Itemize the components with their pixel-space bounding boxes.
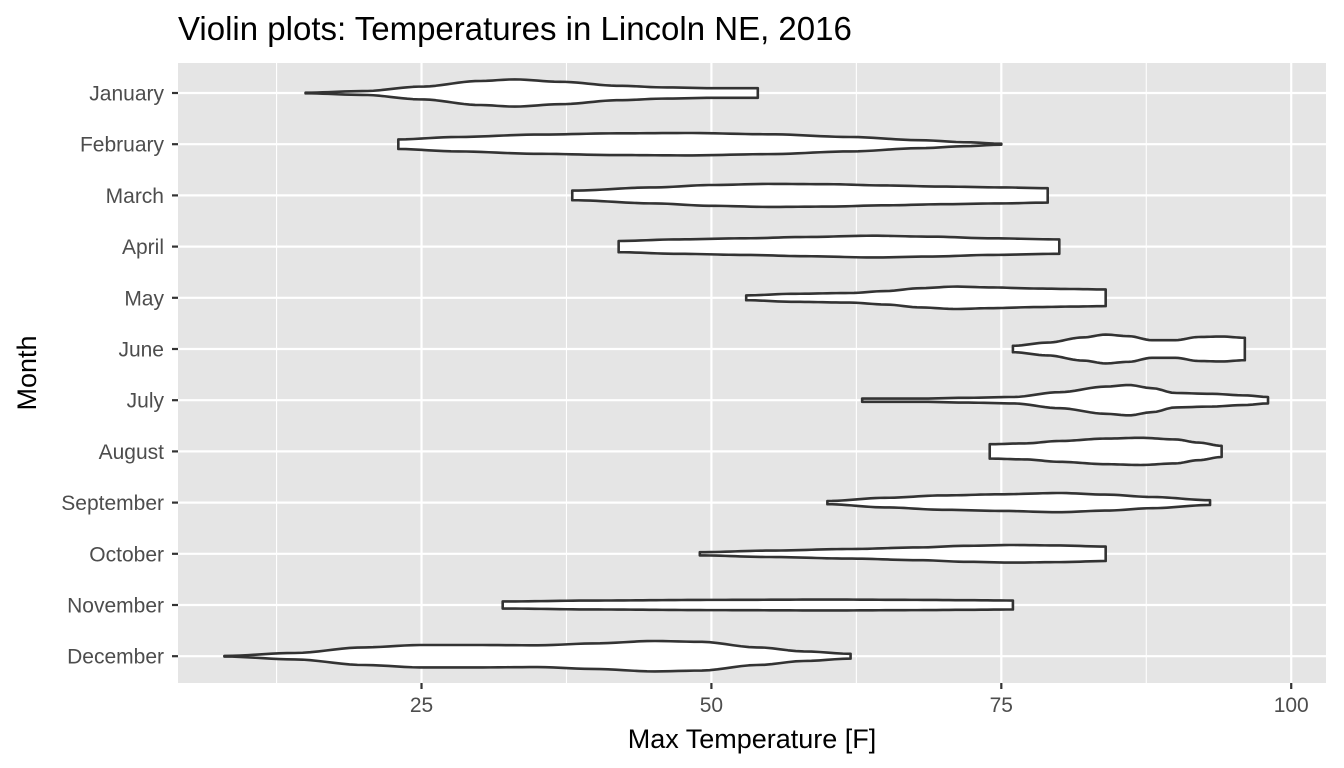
y-tick-label-may: May <box>124 287 164 310</box>
y-tick-label-september: September <box>61 492 164 515</box>
x-tick-label-1: 50 <box>700 694 723 717</box>
violin-february <box>397 131 1003 157</box>
y-tick-label-december: December <box>67 646 164 669</box>
violin-marks <box>223 78 1270 673</box>
x-tick-label-0: 25 <box>410 694 433 717</box>
minor-gridlines <box>276 63 1147 683</box>
y-tick-label-june: June <box>118 339 164 362</box>
y-tick-label-march: March <box>106 185 164 208</box>
x-axis: 25 50 75 100 <box>410 683 1309 717</box>
y-tick-label-october: October <box>89 543 164 566</box>
plot-panel <box>178 63 1326 683</box>
violin-december <box>223 639 852 673</box>
violin-november <box>501 598 1015 612</box>
violin-august <box>988 436 1223 467</box>
x-axis-title: Max Temperature [F] <box>628 724 877 754</box>
y-tick-label-july: July <box>127 390 165 413</box>
y-tick-label-august: August <box>99 441 165 464</box>
violin-may <box>744 285 1107 311</box>
y-tick-label-january: January <box>89 83 164 106</box>
violin-january <box>304 78 760 108</box>
y-tick-label-february: February <box>80 134 165 157</box>
y-tick-label-november: November <box>67 595 164 618</box>
chart-title: Violin plots: Temperatures in Lincoln NE… <box>178 10 852 47</box>
y-axis-title: Month <box>12 335 42 410</box>
x-tick-label-3: 100 <box>1274 694 1309 717</box>
violin-october <box>698 543 1107 564</box>
y-tick-label-april: April <box>122 236 164 259</box>
violin-june <box>1011 333 1247 365</box>
violin-april <box>617 234 1061 259</box>
x-tick-label-2: 75 <box>990 694 1013 717</box>
violin-september <box>826 491 1212 514</box>
violin-july <box>860 383 1270 417</box>
violin-march <box>570 182 1049 209</box>
major-gridlines-x <box>420 63 1293 683</box>
y-axis: January February March April May June July Augu… <box>61 83 178 669</box>
